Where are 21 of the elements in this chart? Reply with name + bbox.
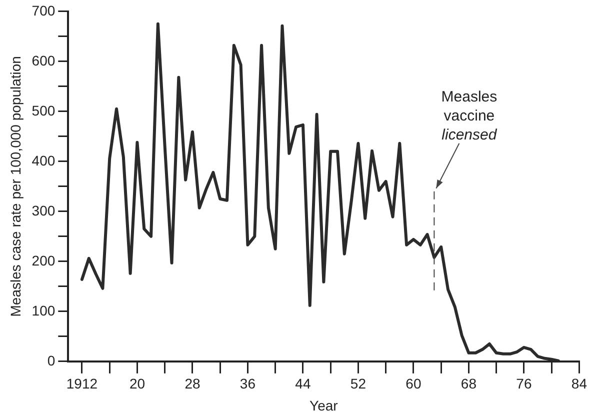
x-tick-label: 60 [406, 376, 422, 392]
x-tick-label: 20 [129, 376, 146, 392]
x-tick-label: 68 [460, 376, 477, 392]
x-tick-label: 44 [295, 376, 311, 392]
x-tick-label: 28 [184, 376, 200, 392]
y-tick-label: 300 [32, 202, 56, 218]
x-axis-title: Year [310, 397, 338, 414]
x-tick-label: 52 [350, 376, 366, 392]
y-tick-label: 0 [47, 352, 56, 368]
y-tick-label: 500 [32, 102, 56, 118]
x-tick-label: 76 [516, 376, 532, 392]
x-tick-label: 1912 [66, 376, 98, 392]
x-tick-label: 84 [571, 376, 588, 392]
x-tick-label: 36 [240, 376, 256, 392]
y-tick-label: 600 [32, 52, 56, 68]
y-tick-label: 400 [32, 152, 56, 168]
y-axis-title: Measles case rate per 100,000 population [7, 56, 24, 317]
y-tick-label: 700 [32, 2, 56, 18]
y-tick-label: 200 [32, 252, 56, 268]
y-tick-label: 100 [32, 302, 56, 318]
annotation: Measles vaccine licensed [441, 88, 498, 144]
